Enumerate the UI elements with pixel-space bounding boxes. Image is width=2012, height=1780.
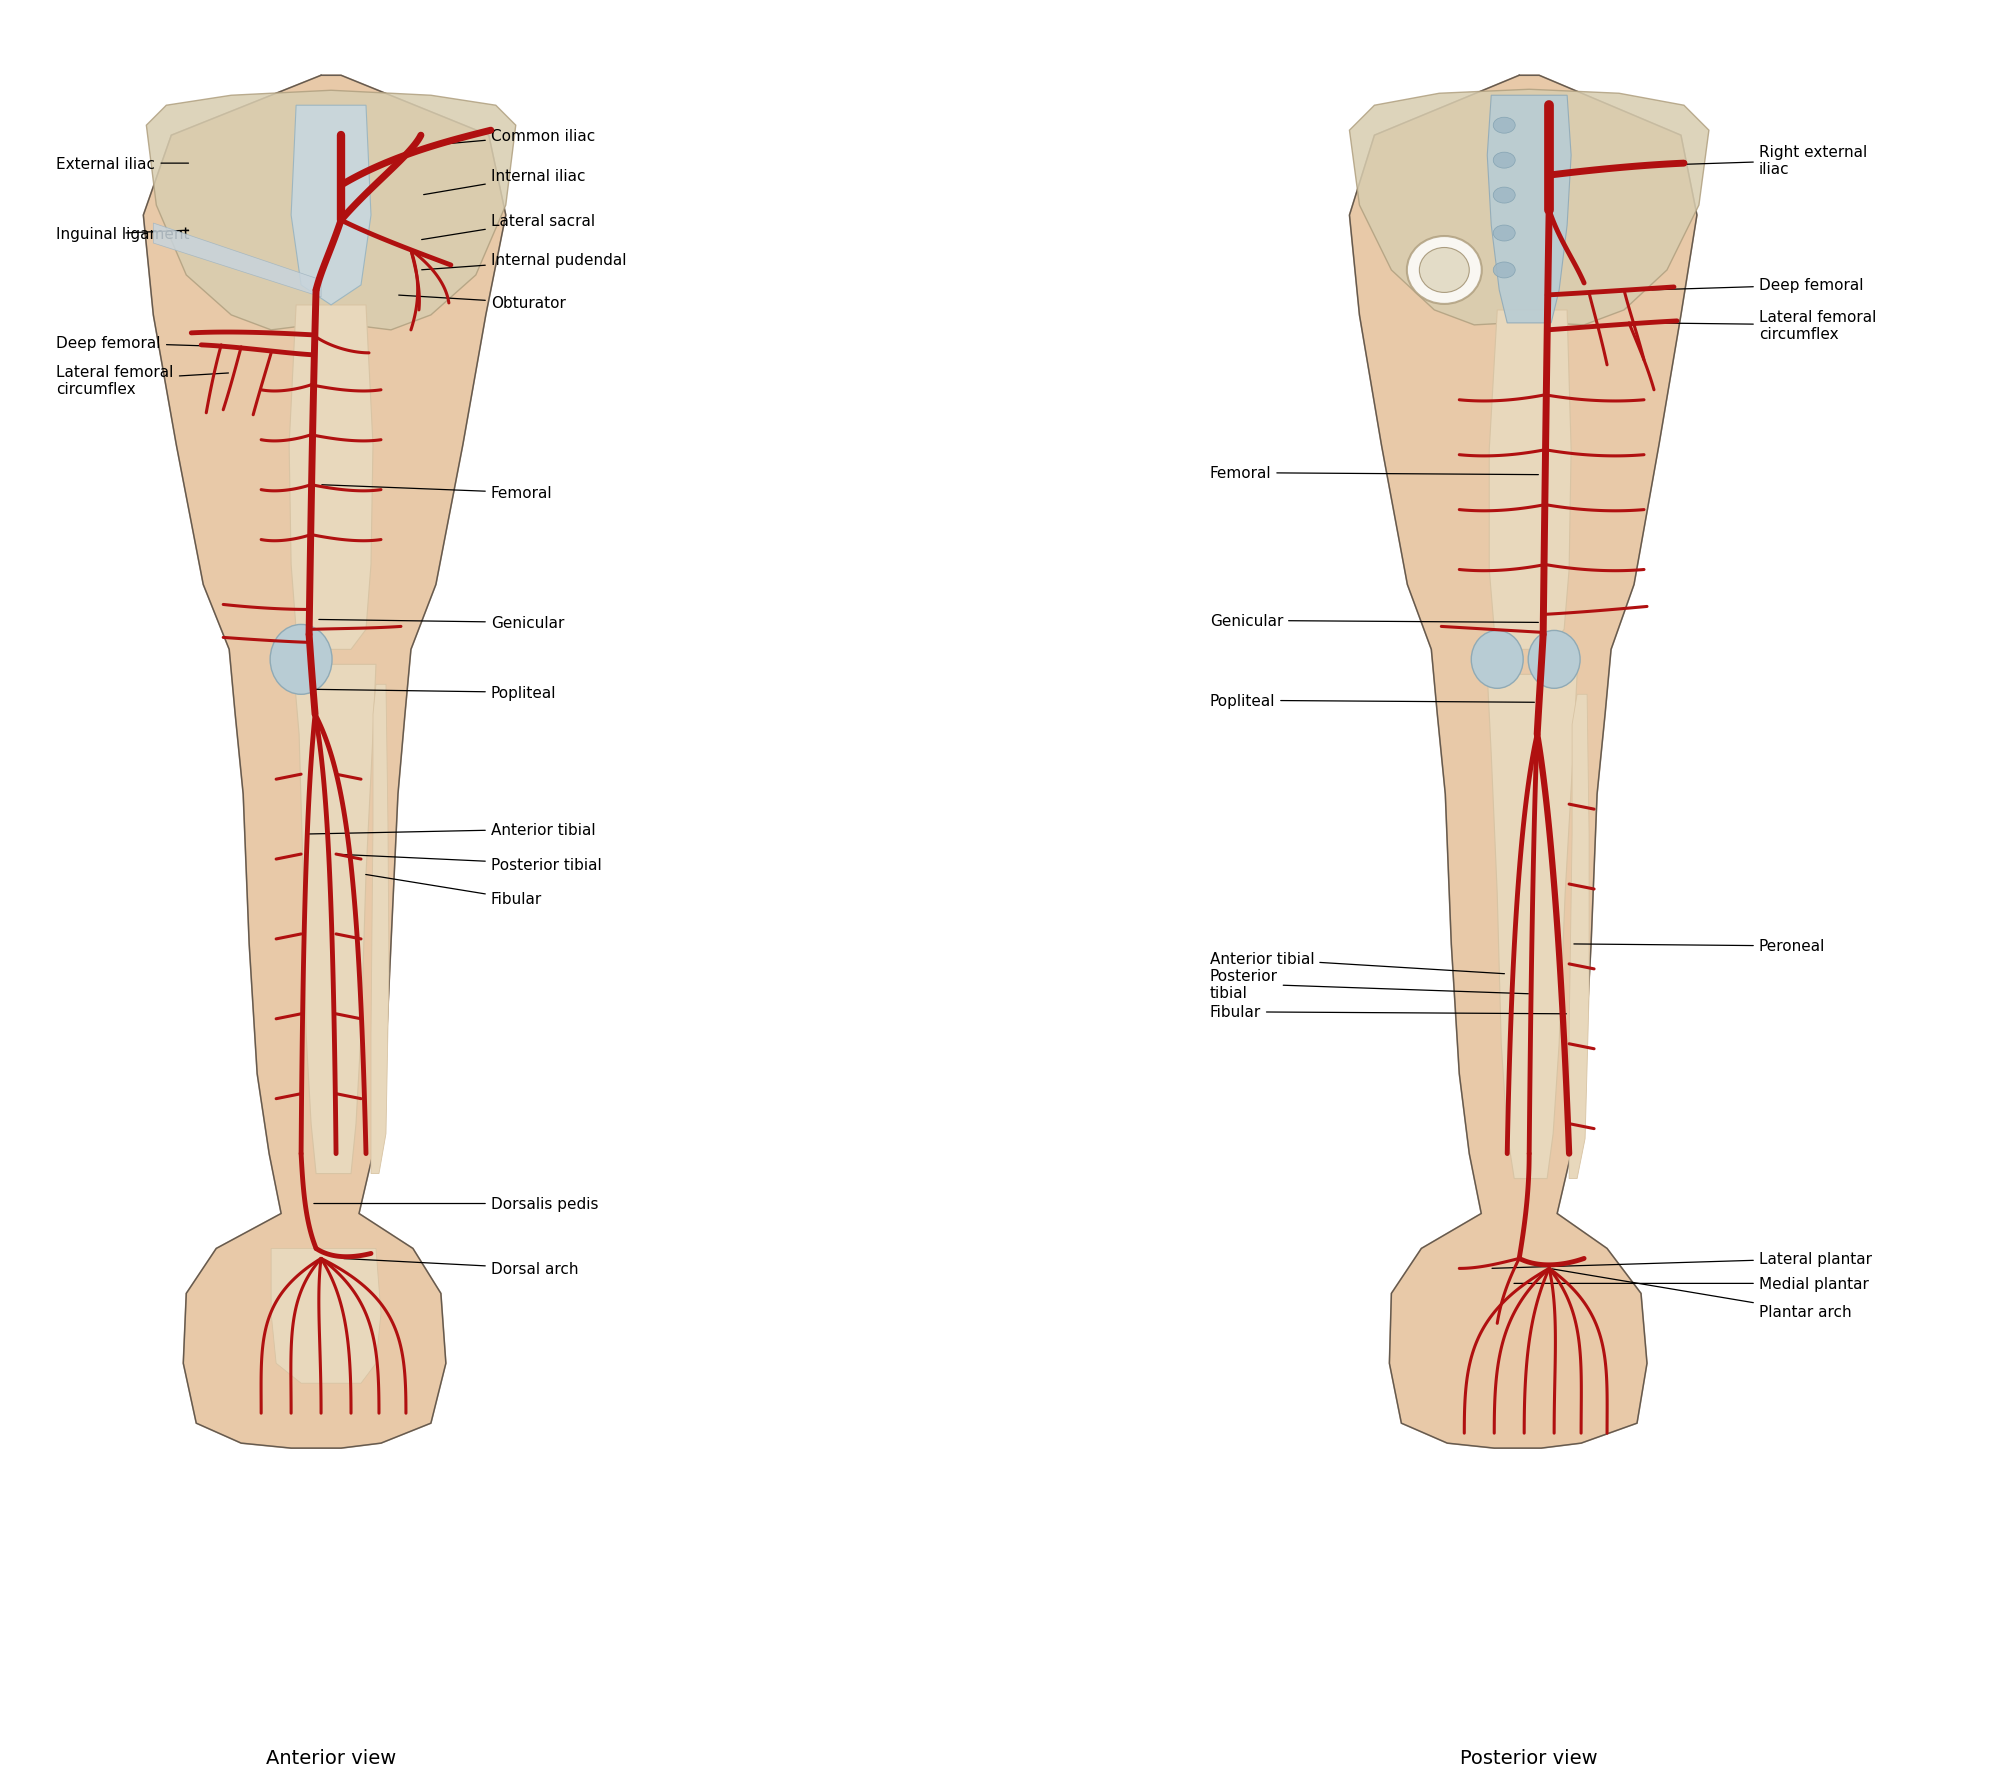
Polygon shape (292, 107, 370, 306)
Text: Inguinal ligament: Inguinal ligament (56, 226, 189, 242)
Text: Medial plantar: Medial plantar (1513, 1276, 1869, 1290)
Polygon shape (1569, 694, 1589, 1178)
Text: Posterior
tibial: Posterior tibial (1209, 968, 1529, 1000)
Text: Internal pudendal: Internal pudendal (423, 253, 626, 271)
Text: Lateral femoral
circumflex: Lateral femoral circumflex (1650, 310, 1877, 342)
Text: Lateral sacral: Lateral sacral (423, 214, 596, 240)
Text: Anterior tibial: Anterior tibial (1209, 952, 1505, 974)
Polygon shape (1489, 312, 1571, 650)
Polygon shape (147, 91, 515, 331)
Text: Posterior tibial: Posterior tibial (336, 854, 602, 872)
Text: Dorsalis pedis: Dorsalis pedis (314, 1196, 598, 1212)
Polygon shape (272, 1250, 380, 1383)
Polygon shape (370, 685, 388, 1173)
Text: Anterior view: Anterior view (266, 1748, 396, 1768)
Text: Common iliac: Common iliac (435, 128, 596, 146)
Text: Lateral femoral
circumflex: Lateral femoral circumflex (56, 365, 229, 397)
Polygon shape (1487, 675, 1577, 1178)
Text: Fibular: Fibular (1209, 1004, 1567, 1020)
Text: Right external
iliac: Right external iliac (1662, 144, 1867, 178)
Polygon shape (143, 77, 505, 1449)
Polygon shape (1487, 96, 1571, 324)
Text: Genicular: Genicular (318, 616, 563, 630)
Ellipse shape (1493, 153, 1515, 169)
Ellipse shape (1493, 189, 1515, 205)
Ellipse shape (1493, 263, 1515, 279)
Ellipse shape (1406, 237, 1481, 304)
Ellipse shape (270, 625, 332, 694)
Text: Femoral: Femoral (1209, 466, 1539, 481)
Ellipse shape (1493, 117, 1515, 134)
Text: Deep femoral: Deep femoral (1652, 278, 1863, 294)
Text: Popliteal: Popliteal (316, 685, 555, 700)
Polygon shape (292, 666, 376, 1173)
Text: Fibular: Fibular (366, 876, 541, 908)
Text: Plantar arch: Plantar arch (1551, 1269, 1851, 1319)
Ellipse shape (1529, 632, 1579, 689)
Text: Deep femoral: Deep femoral (56, 336, 233, 351)
Text: Lateral plantar: Lateral plantar (1493, 1251, 1871, 1269)
Text: External iliac: External iliac (56, 157, 189, 171)
Text: Obturator: Obturator (398, 295, 565, 312)
Ellipse shape (1418, 249, 1469, 294)
Text: Peroneal: Peroneal (1573, 938, 1825, 954)
Text: Popliteal: Popliteal (1209, 694, 1535, 708)
Polygon shape (153, 224, 322, 297)
Text: Anterior tibial: Anterior tibial (306, 822, 596, 837)
Ellipse shape (1471, 632, 1523, 689)
Text: Posterior view: Posterior view (1461, 1748, 1598, 1768)
Text: Genicular: Genicular (1209, 614, 1539, 628)
Polygon shape (290, 306, 372, 650)
Text: Dorsal arch: Dorsal arch (344, 1258, 577, 1276)
Polygon shape (1350, 91, 1708, 326)
Polygon shape (1350, 77, 1696, 1449)
Text: Femoral: Femoral (322, 486, 553, 500)
Ellipse shape (1493, 226, 1515, 242)
Text: Internal iliac: Internal iliac (425, 169, 585, 196)
